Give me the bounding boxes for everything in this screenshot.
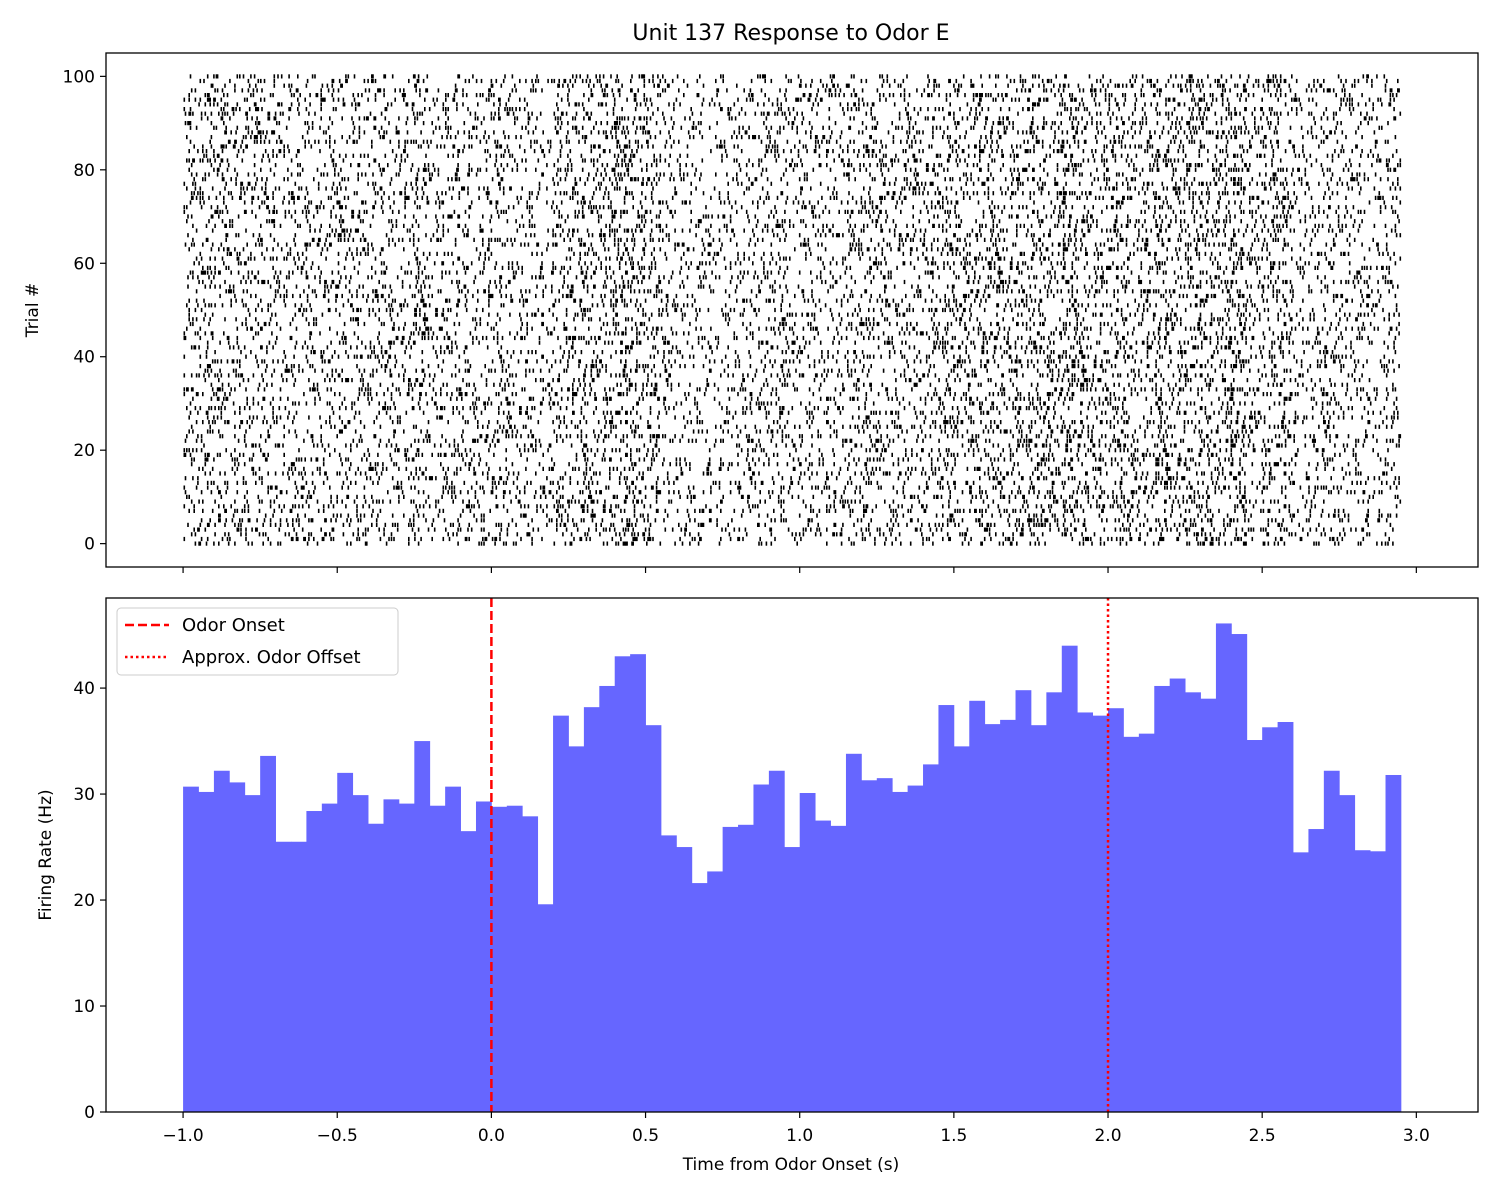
- chart-title: Unit 137 Response to Odor E: [632, 21, 949, 46]
- spike-raster: [183, 74, 1402, 546]
